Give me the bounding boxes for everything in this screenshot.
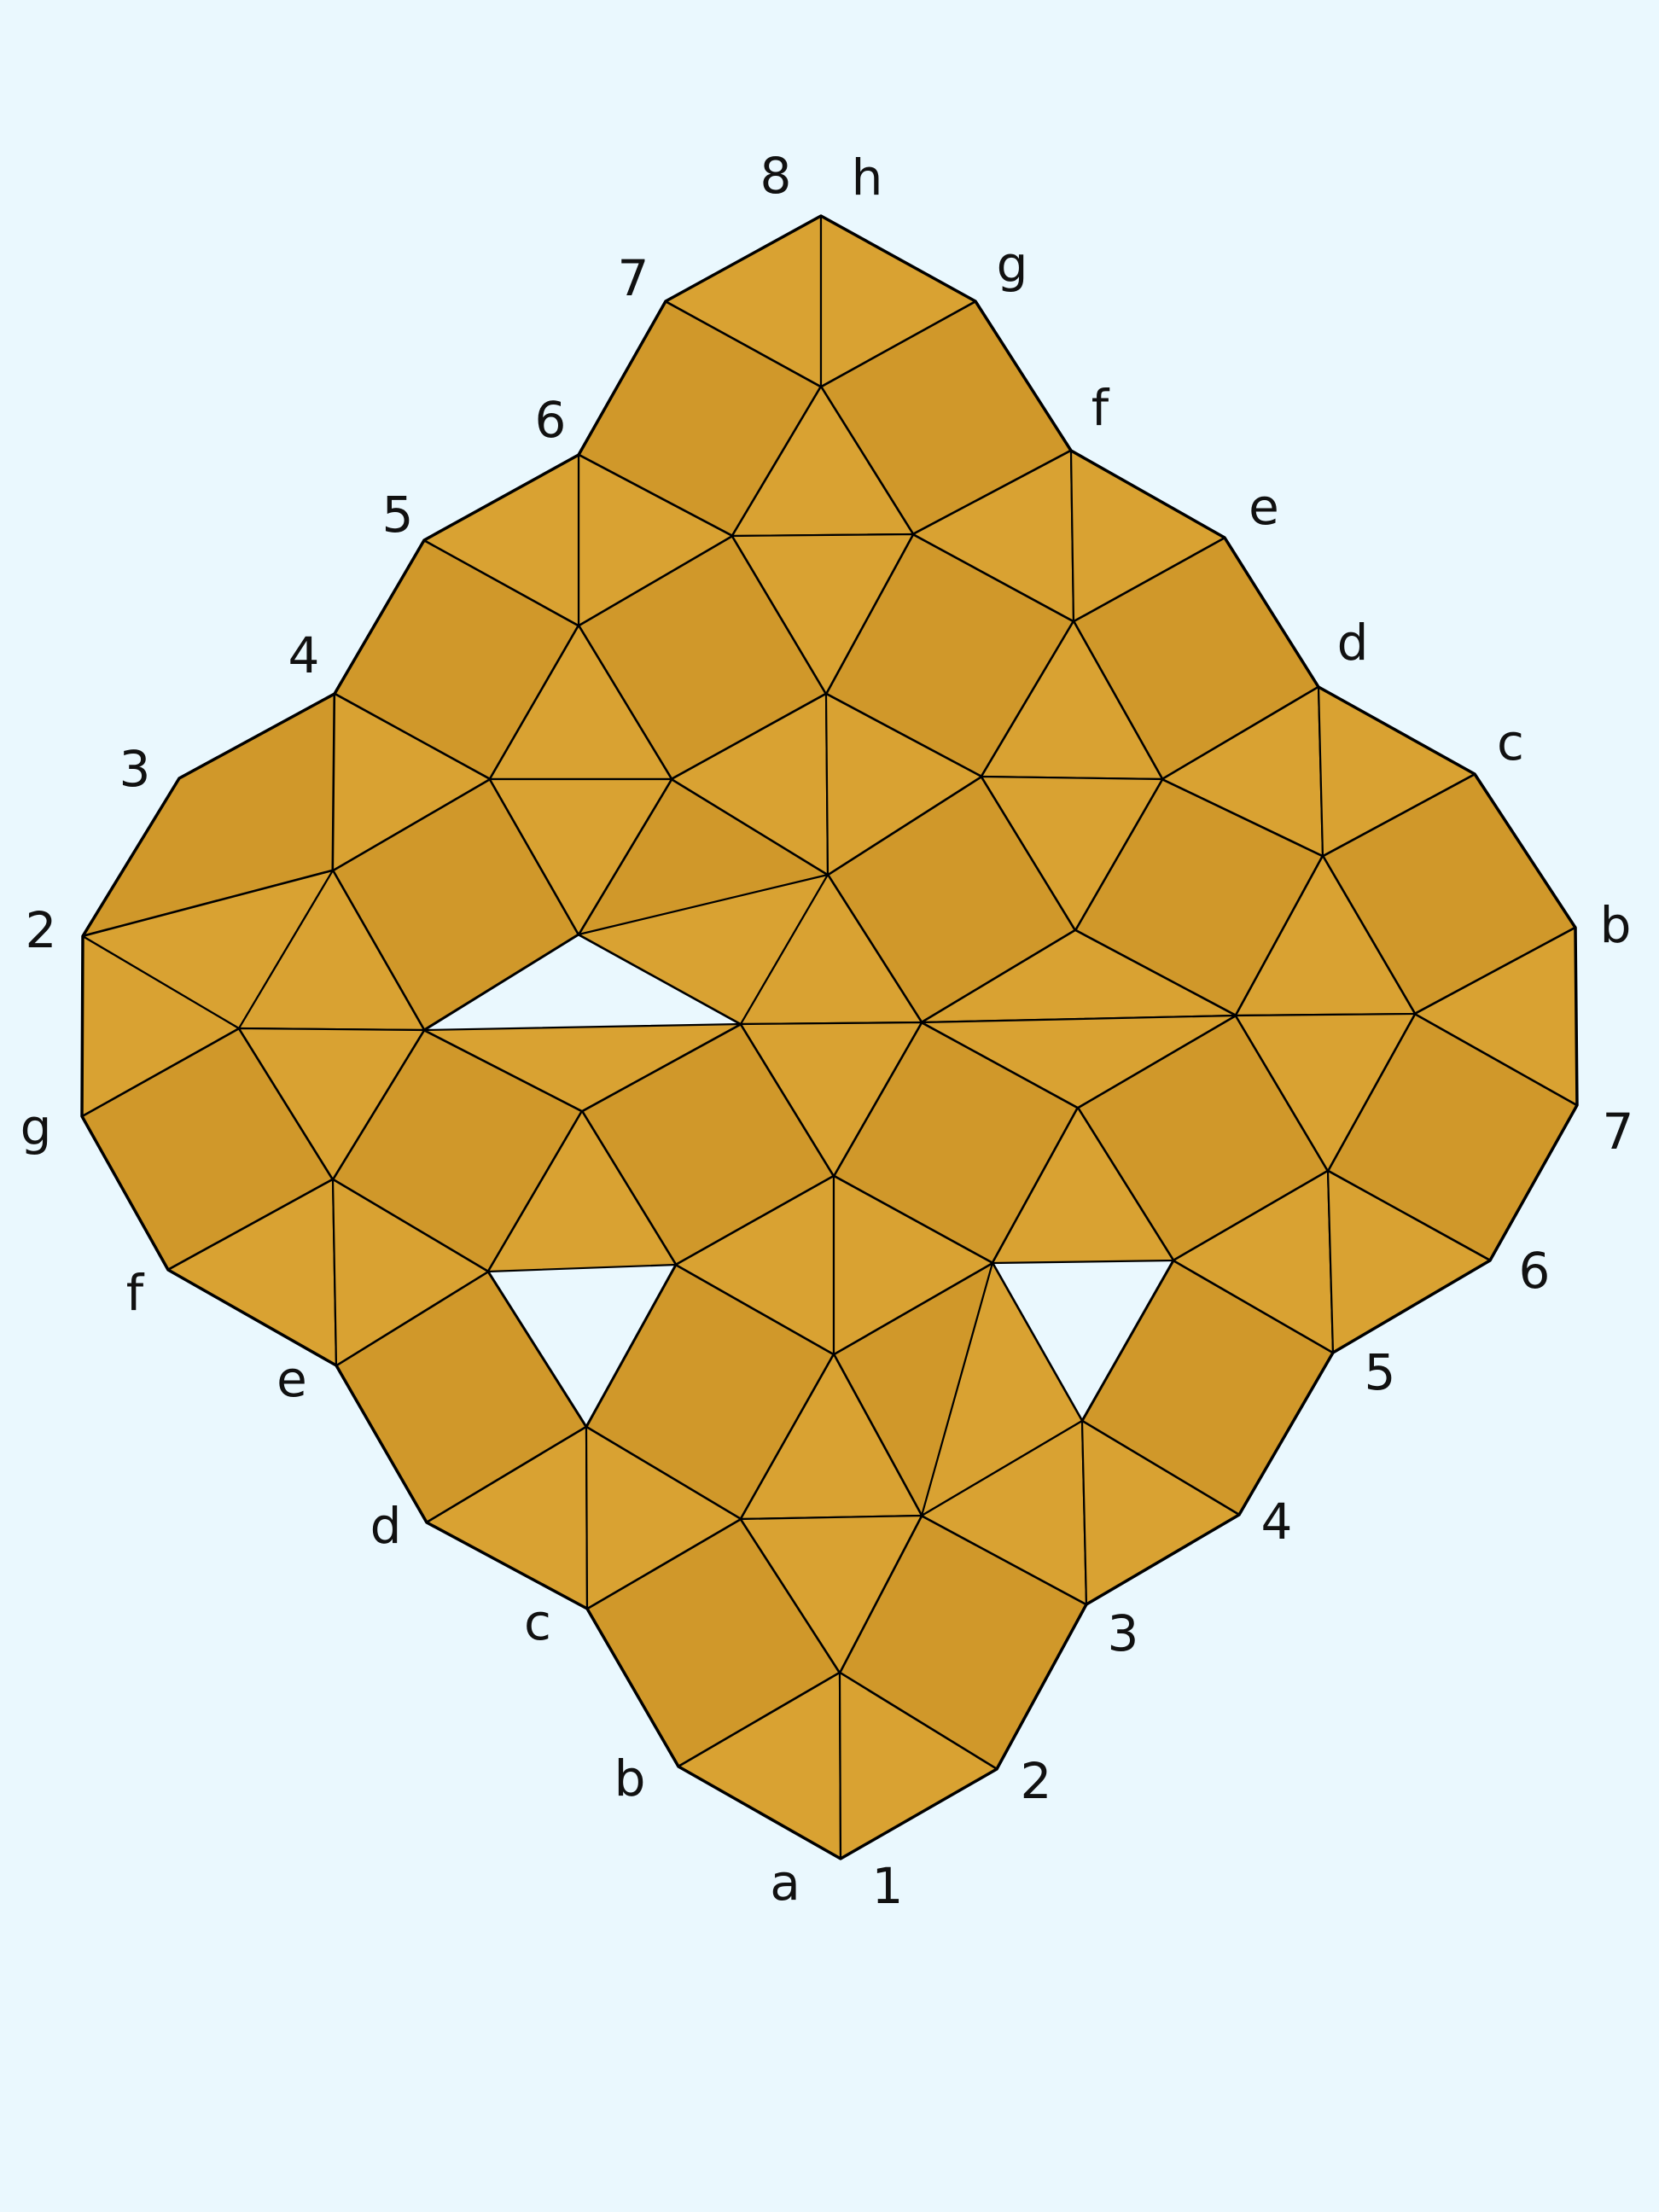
label-file-c-lower: c — [524, 1593, 551, 1651]
triangle-cell[interactable] — [824, 692, 983, 876]
label-rank-2-lower: 2 — [1021, 1752, 1052, 1810]
label-file-b-upper: b — [1600, 896, 1632, 954]
triangle-cell[interactable] — [331, 1178, 490, 1367]
board-outline — [80, 214, 1579, 1860]
label-rank-8-top: 8 — [760, 147, 792, 205]
triangle-cell[interactable] — [832, 1174, 994, 1356]
triangle-cell[interactable] — [1234, 1012, 1417, 1173]
label-file-b-lower: b — [614, 1749, 646, 1807]
triangle-cell[interactable] — [991, 1106, 1175, 1265]
label-rank-6-upper: 6 — [535, 391, 567, 449]
label-rank-7-upper: 7 — [618, 249, 649, 307]
triangle-cell[interactable] — [980, 775, 1164, 932]
label-file-g-lower: g — [20, 1098, 52, 1156]
triangle-cell[interactable] — [585, 1425, 742, 1610]
label-file-c-upper: c — [1497, 713, 1524, 771]
label-rank-6-lower: 6 — [1519, 1242, 1551, 1300]
triangle-cell[interactable] — [486, 1109, 678, 1273]
label-file-d-lower: d — [370, 1497, 402, 1555]
label-rank-1-bottom: 1 — [872, 1857, 904, 1915]
board-cells — [80, 214, 1579, 1860]
triangle-cell[interactable] — [237, 1027, 426, 1181]
label-file-e-lower: e — [276, 1350, 307, 1408]
label-rank-5-lower: 5 — [1365, 1343, 1396, 1401]
label-file-f-lower: f — [126, 1264, 145, 1322]
label-rank-2-upper: 2 — [26, 901, 57, 959]
triangle-cell[interactable] — [488, 777, 673, 936]
label-file-f-upper: f — [1091, 379, 1110, 437]
label-rank-3-lower: 3 — [1108, 1604, 1139, 1662]
triangle-cell[interactable] — [920, 1014, 1237, 1109]
triangle-cell[interactable] — [331, 692, 492, 872]
label-rank-7-lower: 7 — [1603, 1103, 1634, 1161]
label-rank-5-upper: 5 — [382, 486, 414, 544]
label-file-g-upper: g — [997, 236, 1028, 294]
label-file-e-upper: e — [1249, 478, 1279, 536]
label-rank-4-lower: 4 — [1261, 1493, 1293, 1551]
label-rank-4-upper: 4 — [288, 626, 320, 684]
label-file-d-upper: d — [1337, 614, 1369, 672]
triangle-cell[interactable] — [731, 533, 915, 696]
label-file-h-top: h — [852, 148, 883, 207]
triangle-cell[interactable] — [422, 1022, 742, 1113]
triangle-cell[interactable] — [739, 1514, 923, 1674]
triangle-cell[interactable] — [739, 1021, 923, 1178]
label-file-a-bottom: a — [770, 1854, 800, 1912]
label-rank-3-upper: 3 — [119, 740, 151, 798]
